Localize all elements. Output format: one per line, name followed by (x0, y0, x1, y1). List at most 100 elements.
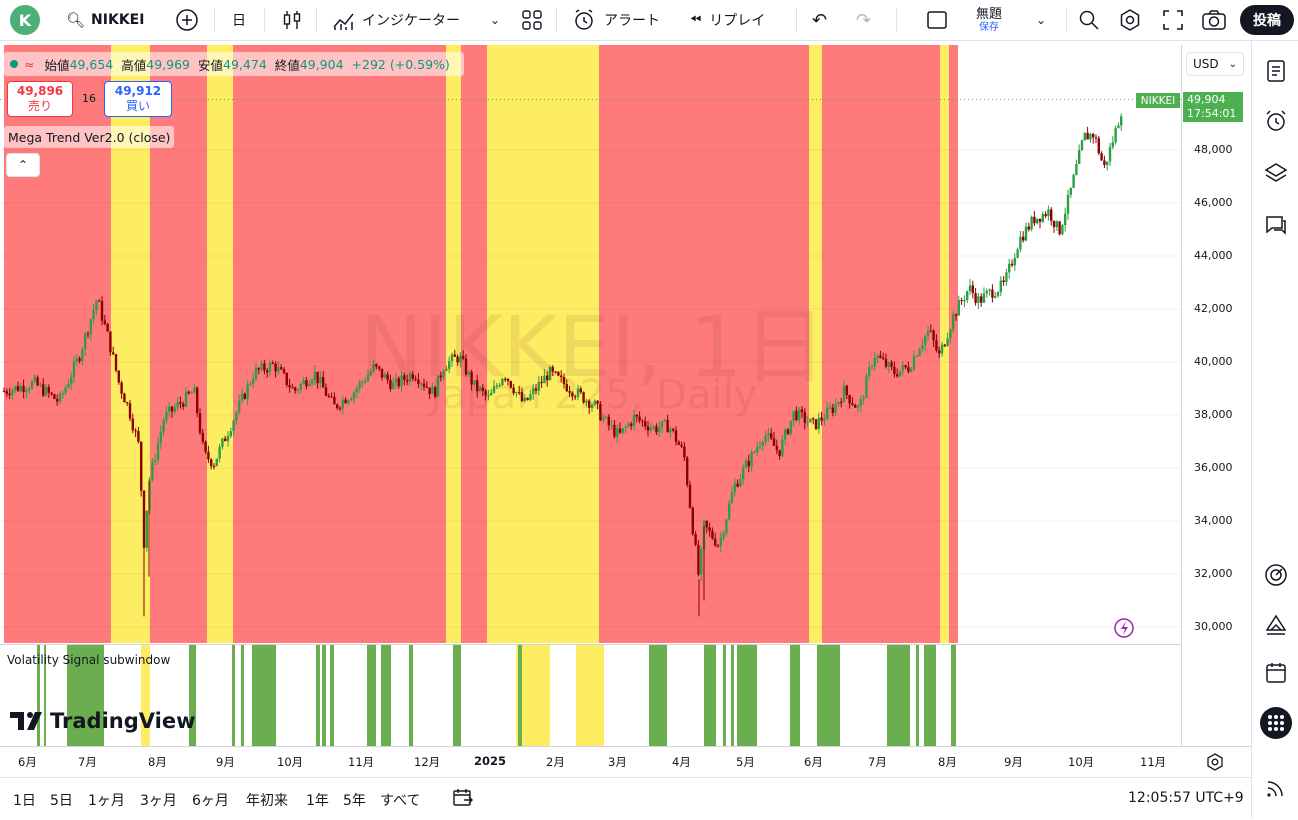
chat-icon[interactable] (1264, 213, 1288, 237)
candle-body (837, 401, 840, 404)
close-value: 49,904 (299, 56, 344, 72)
range-button[interactable]: 5日 (50, 793, 73, 809)
interval-button[interactable]: 日 (232, 0, 246, 40)
layers-icon[interactable] (1264, 161, 1288, 185)
range-button[interactable]: すべて (380, 793, 421, 809)
settings-button[interactable] (1118, 0, 1142, 40)
range-button[interactable]: 1年 (306, 793, 329, 809)
candle-body (470, 371, 473, 385)
candle-body (1086, 132, 1089, 140)
candle-body (901, 365, 904, 371)
lightning-bolt (1121, 621, 1128, 635)
redo-icon[interactable]: ↷ (856, 9, 872, 31)
candle-body (434, 387, 437, 397)
candle-body (758, 445, 762, 448)
tradingview-logo[interactable]: TradingView (10, 709, 195, 733)
candle-body (137, 431, 140, 442)
candle-body (921, 344, 924, 350)
post-button[interactable]: 投稿 (1240, 5, 1294, 35)
compare-button[interactable] (175, 0, 199, 40)
candle-body (201, 432, 204, 442)
quick-search-button[interactable] (1078, 0, 1100, 40)
range-button[interactable]: 1日 (13, 793, 36, 809)
volatility-signal-bar (409, 645, 413, 747)
chevron-up-icon: ⌃ (17, 158, 29, 172)
volatility-signal-bar (518, 645, 522, 747)
chevron-down-icon[interactable]: ⌄ (1036, 13, 1047, 27)
candle-body (859, 398, 862, 407)
layout-toggle-button[interactable] (926, 0, 948, 40)
candle-body (798, 409, 801, 420)
candle-body (428, 387, 431, 394)
candle-body (392, 382, 395, 389)
buy-label: 買い (125, 99, 150, 113)
sell-button[interactable]: 49,896 売り (7, 81, 73, 117)
range-button[interactable]: 6ヶ月 (192, 793, 229, 809)
buy-button[interactable]: 49,912 買い (104, 81, 172, 117)
chart-type-button[interactable] (282, 0, 302, 40)
candle-body (736, 483, 739, 487)
alert-button[interactable]: アラート (572, 0, 660, 40)
candle-body (526, 397, 529, 400)
candle-body (520, 392, 524, 402)
range-button[interactable]: 年初来 (246, 793, 288, 809)
range-button[interactable]: 5年 (343, 793, 366, 809)
candle-body (347, 400, 350, 404)
apps-grid-icon[interactable] (1260, 707, 1292, 739)
time-tick-label: 6月 (18, 755, 37, 769)
candle-body (613, 424, 616, 437)
candle-body (142, 490, 146, 548)
time-tick-label: 11月 (348, 755, 375, 769)
candle-body (644, 421, 647, 427)
time-tick-label: 7月 (78, 755, 97, 769)
camera-icon (1202, 10, 1226, 30)
alarm-icon[interactable] (1264, 109, 1288, 133)
candle-body (182, 403, 185, 407)
calendar-icon[interactable] (1264, 661, 1288, 685)
volatility-subwindow[interactable] (0, 644, 1181, 747)
candle-body (218, 446, 221, 459)
fullscreen-button[interactable] (1162, 0, 1184, 40)
ideas-icon[interactable] (1264, 613, 1288, 637)
candle-body (663, 420, 666, 422)
candle-body (58, 393, 62, 402)
goto-date-button[interactable] (452, 787, 474, 813)
templates-button[interactable] (521, 0, 543, 40)
candle-body (733, 483, 736, 493)
candle-body (445, 368, 448, 371)
candle-body (294, 387, 297, 391)
candle-body (854, 404, 857, 408)
gear-icon (1207, 753, 1223, 771)
high-value: 49,969 (146, 56, 191, 72)
time-axis[interactable]: 6月 7月 8月 9月 10月 11月 12月 2025 2月 3月 4月 5月 6月 7月 8月 9月 10月… (0, 746, 1251, 777)
clock[interactable]: 12:05:57 UTC+9 (1128, 790, 1244, 806)
layout-name-button[interactable]: 無題 保存 (976, 0, 1002, 40)
candle-body (999, 280, 1002, 293)
currency-selector[interactable]: USD ⌄ (1186, 52, 1244, 76)
price-axis[interactable]: 30,000 32,000 34,000 36,000 38,000 40,000 42,0… (1181, 45, 1252, 746)
time-tick-label: 10月 (277, 755, 304, 769)
candle-body (781, 439, 784, 457)
range-button[interactable]: 3ヶ月 (140, 793, 177, 809)
candle-body (1111, 142, 1114, 147)
symbol-search[interactable]: 🔍︎ NIKKEI (66, 0, 144, 40)
candle-body (1064, 213, 1067, 226)
chevron-down-icon[interactable]: ⌄ (490, 13, 501, 27)
time-tick-label: 12月 (414, 755, 441, 769)
replay-button[interactable]: ⏪︎ リプレイ (690, 0, 765, 40)
candle-body (775, 445, 778, 450)
undo-icon[interactable]: ↶ (812, 9, 828, 31)
target-icon[interactable] (1264, 563, 1288, 587)
chart-settings-button[interactable] (1205, 752, 1225, 772)
signal-icon[interactable] (1264, 776, 1288, 800)
user-avatar[interactable]: K (10, 5, 40, 35)
snapshot-button[interactable] (1201, 0, 1227, 40)
range-button[interactable]: 1ヶ月 (88, 793, 125, 809)
indicators-button[interactable]: インジケーター (332, 0, 460, 40)
collapse-legend-button[interactable]: ⌃ (6, 153, 40, 177)
watchlist-icon[interactable] (1264, 59, 1288, 83)
candle-body (1008, 263, 1011, 273)
candle-body (109, 331, 112, 353)
indicator-legend[interactable]: Mega Trend Ver2.0 (close) (4, 126, 175, 148)
candle-body (341, 399, 344, 409)
